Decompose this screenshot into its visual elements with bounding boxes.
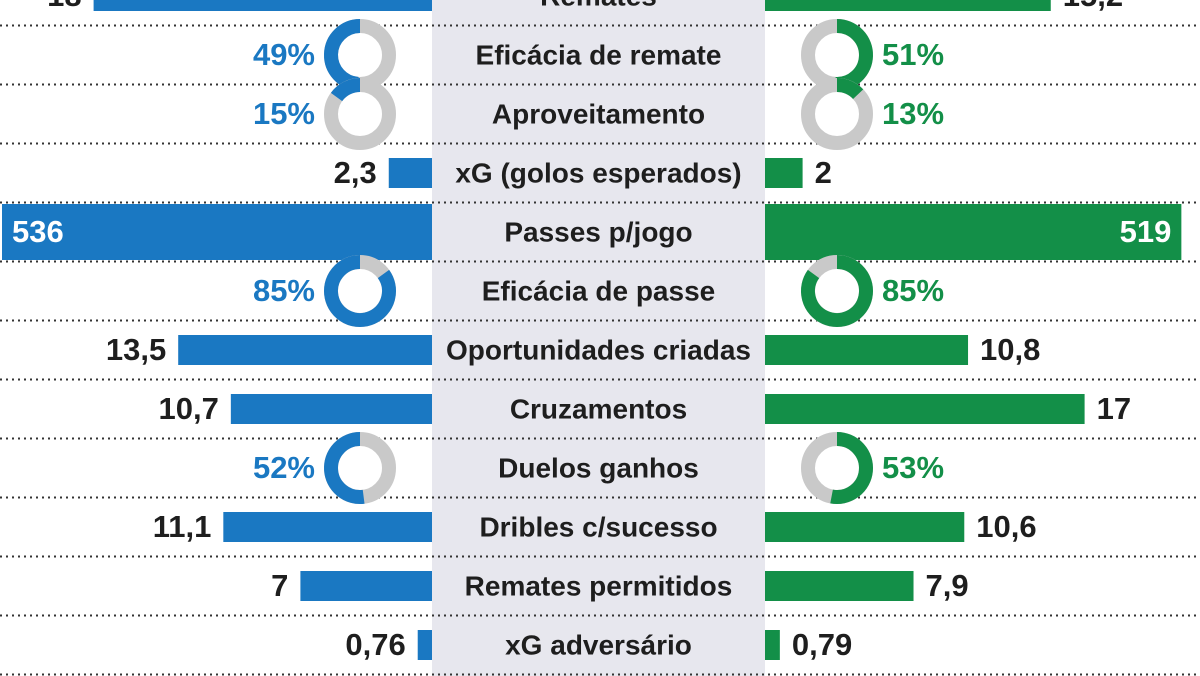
donut-arc — [324, 255, 396, 327]
bar — [388, 158, 432, 188]
donut-arc — [324, 19, 361, 91]
row-label: xG (golos esperados) — [455, 157, 741, 188]
row-label: Passes p/jogo — [504, 216, 692, 247]
row-label: Duelos ganhos — [498, 452, 699, 483]
bar — [765, 630, 780, 660]
value-label: 85% — [253, 273, 315, 308]
value-label: 10,8 — [980, 332, 1040, 367]
bar — [765, 394, 1085, 424]
value-label: 0,76 — [345, 627, 405, 662]
row-label: Oportunidades criadas — [446, 334, 751, 365]
value-label: 7 — [271, 568, 288, 603]
donut-arc — [830, 432, 873, 504]
value-label: 52% — [253, 450, 315, 485]
value-label: 519 — [1120, 214, 1172, 249]
bar — [765, 158, 803, 188]
value-label: 0,79 — [792, 627, 852, 662]
row-label: Remates permitidos — [465, 570, 733, 601]
donut-arc — [836, 78, 864, 100]
bar — [2, 204, 432, 260]
bar — [230, 394, 432, 424]
value-label: 2,3 — [334, 155, 377, 190]
value-label: 536 — [12, 214, 64, 249]
row-label: Aproveitamento — [492, 98, 705, 129]
value-label: 13% — [882, 96, 944, 131]
value-label: 15% — [253, 96, 315, 131]
bar — [765, 512, 965, 542]
value-label: 17 — [1097, 391, 1131, 426]
row-label: Dribles c/sucesso — [479, 511, 717, 542]
value-label: 53% — [882, 450, 944, 485]
value-label: 10,6 — [976, 509, 1036, 544]
bar — [765, 204, 1182, 260]
value-label: 13,5 — [106, 332, 166, 367]
center-band — [432, 0, 765, 676]
bar — [765, 571, 914, 601]
bar — [178, 335, 432, 365]
value-label: 18 — [47, 0, 81, 13]
row-label: xG adversário — [505, 629, 692, 660]
value-label: 7,9 — [926, 568, 969, 603]
value-label: 15,2 — [1063, 0, 1123, 13]
bar — [223, 512, 432, 542]
bar — [93, 0, 432, 11]
bar — [765, 335, 969, 365]
row-label: Cruzamentos — [510, 393, 687, 424]
donut-arc — [801, 255, 873, 327]
bar — [765, 0, 1051, 11]
row-label: Remates — [540, 0, 657, 11]
value-label: 10,7 — [158, 391, 218, 426]
value-label: 11,1 — [153, 509, 212, 544]
row-label: Eficácia de remate — [476, 39, 722, 70]
donut-arc — [330, 78, 361, 102]
value-label: 49% — [253, 37, 315, 72]
value-label: 51% — [882, 37, 944, 72]
bar — [417, 630, 432, 660]
bar — [300, 571, 432, 601]
donut-arc — [324, 432, 365, 504]
donut-arc — [834, 19, 873, 91]
value-label: 2 — [815, 155, 832, 190]
value-label: 85% — [882, 273, 944, 308]
row-label: Eficácia de passe — [482, 275, 715, 306]
